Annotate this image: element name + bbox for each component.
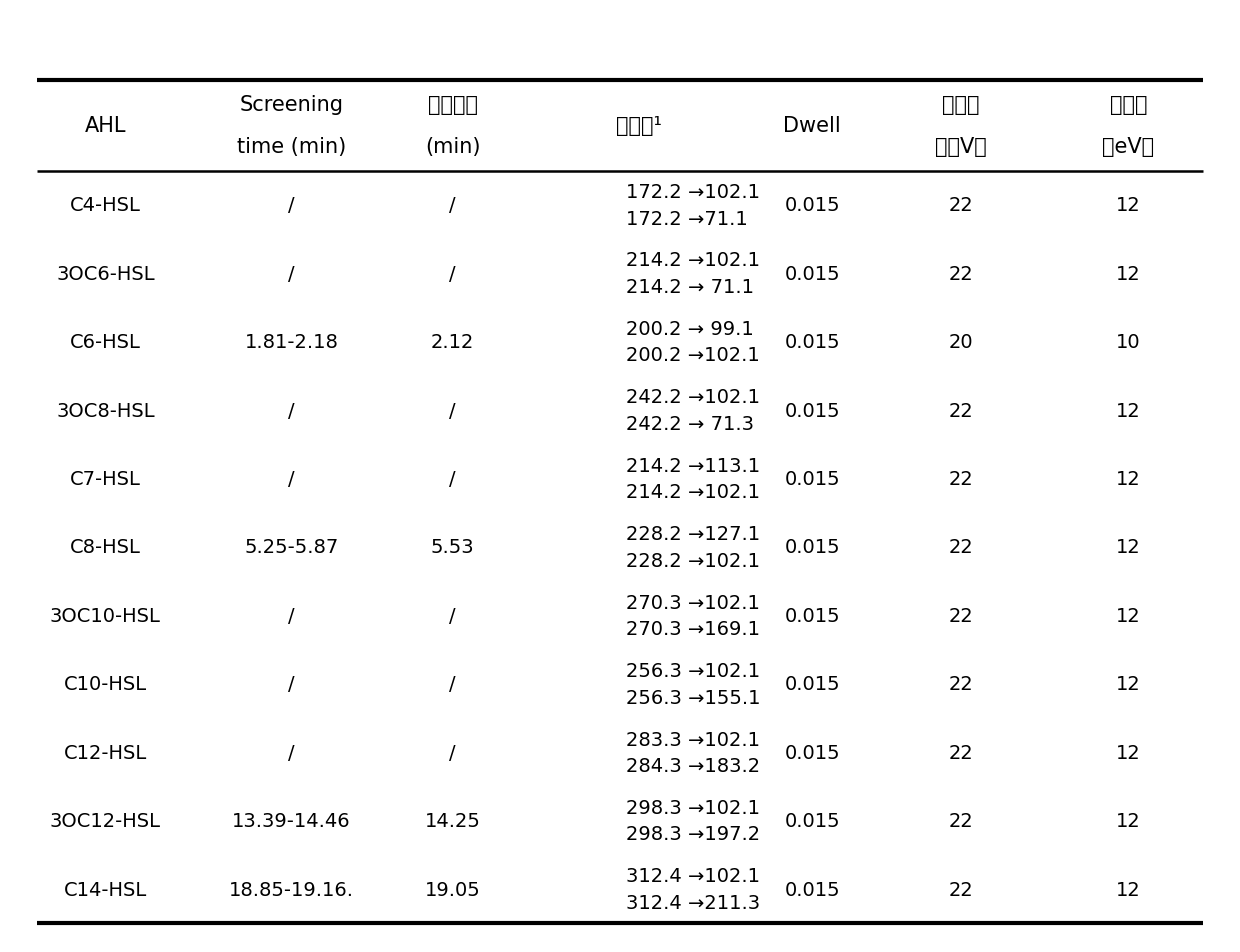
Text: 1.81-2.18: 1.81-2.18: [244, 333, 339, 352]
Text: /: /: [449, 401, 456, 420]
Text: 2.12: 2.12: [432, 333, 474, 352]
Text: /: /: [288, 469, 295, 488]
Text: Screening: Screening: [239, 95, 343, 115]
Text: /: /: [288, 265, 295, 284]
Text: 12: 12: [1116, 606, 1141, 625]
Text: /: /: [449, 265, 456, 284]
Text: Dwell: Dwell: [784, 116, 841, 136]
Text: (min): (min): [425, 137, 480, 157]
Text: C4-HSL: C4-HSL: [69, 196, 141, 215]
Text: 5.53: 5.53: [430, 538, 475, 557]
Text: 12: 12: [1116, 538, 1141, 557]
Text: 12: 12: [1116, 743, 1141, 762]
Text: /: /: [288, 606, 295, 625]
Text: 22: 22: [949, 675, 973, 694]
Text: 298.3 →102.1
298.3 →197.2: 298.3 →102.1 298.3 →197.2: [626, 798, 760, 843]
Text: C6-HSL: C6-HSL: [69, 333, 141, 352]
Text: 14.25: 14.25: [424, 811, 481, 830]
Text: 19.05: 19.05: [425, 880, 480, 899]
Text: 312.4 →102.1
312.4 →211.3: 312.4 →102.1 312.4 →211.3: [626, 866, 760, 912]
Text: 12: 12: [1116, 265, 1141, 284]
Text: 0.015: 0.015: [785, 811, 839, 830]
Text: 22: 22: [949, 743, 973, 762]
Text: 12: 12: [1116, 675, 1141, 694]
Text: 22: 22: [949, 401, 973, 420]
Text: 22: 22: [949, 265, 973, 284]
Text: 12: 12: [1116, 401, 1141, 420]
Text: 22: 22: [949, 880, 973, 899]
Text: AHL: AHL: [84, 116, 126, 136]
Text: 12: 12: [1116, 880, 1141, 899]
Text: /: /: [449, 743, 456, 762]
Text: 18.85-19.16.: 18.85-19.16.: [229, 880, 353, 899]
Text: 242.2 →102.1
242.2 → 71.3: 242.2 →102.1 242.2 → 71.3: [626, 387, 760, 433]
Text: 22: 22: [949, 811, 973, 830]
Text: 0.015: 0.015: [785, 401, 839, 420]
Text: /: /: [288, 196, 295, 215]
Text: 214.2 →102.1
214.2 → 71.1: 214.2 →102.1 214.2 → 71.1: [626, 251, 760, 297]
Text: 22: 22: [949, 606, 973, 625]
Text: C14-HSL: C14-HSL: [63, 880, 148, 899]
Text: time (min): time (min): [237, 137, 346, 157]
Text: 5.25-5.87: 5.25-5.87: [244, 538, 339, 557]
Text: /: /: [449, 675, 456, 694]
Text: 22: 22: [949, 196, 973, 215]
Text: 214.2 →113.1
214.2 →102.1: 214.2 →113.1 214.2 →102.1: [626, 456, 760, 502]
Text: 0.015: 0.015: [785, 743, 839, 762]
Text: C8-HSL: C8-HSL: [69, 538, 141, 557]
Text: 0.015: 0.015: [785, 606, 839, 625]
Text: 0.015: 0.015: [785, 538, 839, 557]
Text: C10-HSL: C10-HSL: [63, 675, 148, 694]
Text: 228.2 →127.1
228.2 →102.1: 228.2 →127.1 228.2 →102.1: [626, 525, 760, 570]
Text: 12: 12: [1116, 469, 1141, 488]
Text: 200.2 → 99.1
200.2 →102.1: 200.2 → 99.1 200.2 →102.1: [626, 320, 760, 365]
Text: 283.3 →102.1
284.3 →183.2: 283.3 →102.1 284.3 →183.2: [626, 730, 760, 775]
Text: 压（V）: 压（V）: [935, 137, 987, 157]
Text: 保留时间: 保留时间: [428, 95, 477, 115]
Text: （eV）: （eV）: [1102, 137, 1154, 157]
Text: 3OC8-HSL: 3OC8-HSL: [56, 401, 155, 420]
Text: /: /: [288, 401, 295, 420]
Text: 3OC12-HSL: 3OC12-HSL: [50, 811, 161, 830]
Text: 0.015: 0.015: [785, 333, 839, 352]
Text: 锥孔电: 锥孔电: [942, 95, 980, 115]
Text: 12: 12: [1116, 196, 1141, 215]
Text: 13.39-14.46: 13.39-14.46: [232, 811, 351, 830]
Text: 0.015: 0.015: [785, 265, 839, 284]
Text: 172.2 →102.1
172.2 →71.1: 172.2 →102.1 172.2 →71.1: [626, 183, 760, 228]
Text: 270.3 →102.1
270.3 →169.1: 270.3 →102.1 270.3 →169.1: [626, 593, 760, 639]
Text: C12-HSL: C12-HSL: [63, 743, 148, 762]
Text: 0.015: 0.015: [785, 880, 839, 899]
Text: /: /: [449, 196, 456, 215]
Text: /: /: [288, 675, 295, 694]
Text: 0.015: 0.015: [785, 196, 839, 215]
Text: 离子对¹: 离子对¹: [616, 116, 661, 136]
Text: 碰撞能: 碰撞能: [1110, 95, 1147, 115]
Text: /: /: [449, 469, 456, 488]
Text: 0.015: 0.015: [785, 469, 839, 488]
Text: 22: 22: [949, 538, 973, 557]
Text: 20: 20: [949, 333, 973, 352]
Text: 12: 12: [1116, 811, 1141, 830]
Text: /: /: [449, 606, 456, 625]
Text: 3OC6-HSL: 3OC6-HSL: [56, 265, 155, 284]
Text: /: /: [288, 743, 295, 762]
Text: 256.3 →102.1
256.3 →155.1: 256.3 →102.1 256.3 →155.1: [626, 662, 760, 707]
Text: 22: 22: [949, 469, 973, 488]
Text: 10: 10: [1116, 333, 1141, 352]
Text: 3OC10-HSL: 3OC10-HSL: [50, 606, 161, 625]
Text: C7-HSL: C7-HSL: [69, 469, 141, 488]
Text: 0.015: 0.015: [785, 675, 839, 694]
